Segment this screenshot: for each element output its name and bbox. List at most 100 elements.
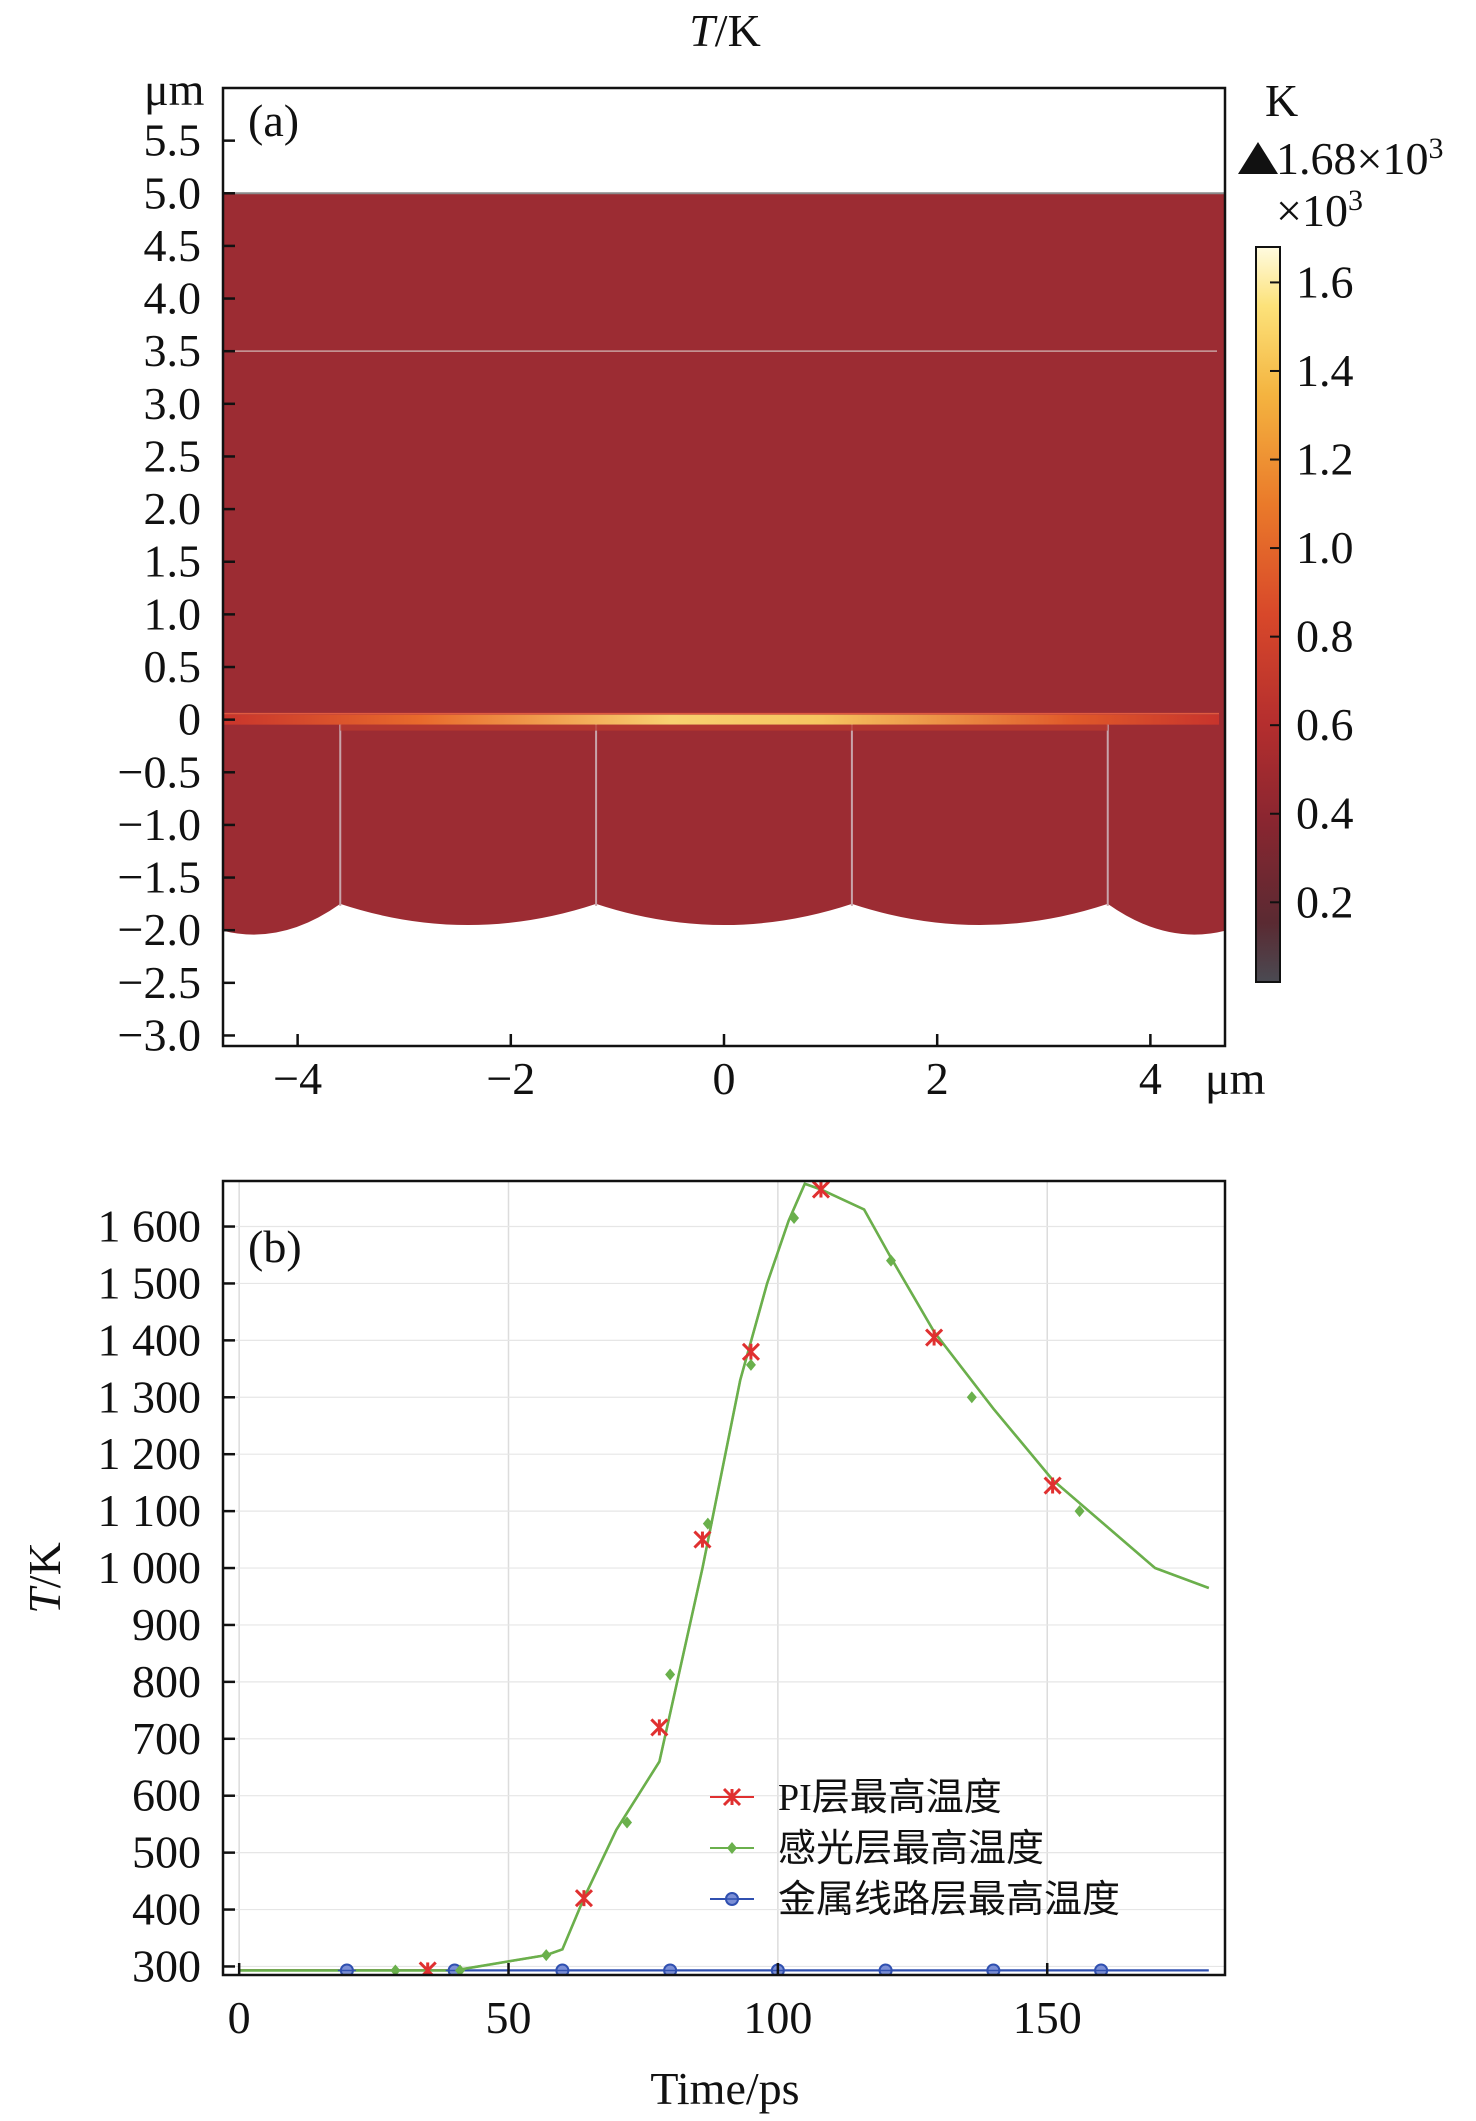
- y-tick-label: 2.0: [144, 483, 202, 534]
- colorbar-ticks: 1.6 1.4 1.2 1.0 0.8 0.6 0.4 0.2: [1270, 256, 1354, 927]
- legend-swatch-marker: [723, 1892, 741, 1906]
- panel-b-grid: [223, 1181, 1225, 1975]
- series-2-marker: [745, 1358, 756, 1371]
- colorbar-unit: K: [1265, 75, 1298, 126]
- title-unit: /K: [715, 5, 761, 56]
- series-2-marker: [1074, 1505, 1085, 1518]
- panel-b-frame: [221, 1179, 1227, 1977]
- y-tick-label: −1.5: [118, 852, 201, 903]
- series-1-marker: [811, 1181, 831, 1199]
- colorbar-tick-label: 1.2: [1296, 434, 1354, 485]
- series-2-marker: [455, 1964, 466, 1975]
- y-tick-label: 900: [132, 1599, 201, 1650]
- y-tick-label: −0.5: [118, 746, 201, 797]
- y-tick-label: −1.0: [118, 799, 201, 850]
- y-unit-label: μm: [144, 64, 205, 115]
- panel-b-x-axis: 0 50 100 150: [228, 1963, 1082, 2043]
- y-tick-label: −2.0: [118, 904, 201, 955]
- colorbar: K 1.68×103 ×103 1.6 1.4 1.2 1.0 0.8 0.6 0.4 0.2: [1238, 75, 1443, 983]
- legend-item-1: PI层最高温度: [710, 1777, 1002, 1819]
- y-tick-label: 3.5: [144, 325, 202, 376]
- series-1-marker: [650, 1718, 669, 1737]
- series-2-marker: [702, 1517, 713, 1530]
- series-2-marker: [886, 1254, 896, 1267]
- y-tick-label: 2.5: [144, 430, 202, 481]
- y-tick-label: 300: [132, 1940, 201, 1991]
- series-1-marker: [574, 1889, 593, 1908]
- legend-item-3: 金属线路层最高温度: [710, 1879, 1120, 1921]
- y-tick-label: −2.5: [118, 957, 201, 1008]
- legend-item-2: 感光层最高温度: [710, 1828, 1044, 1870]
- colorbar-scale-label: ×103: [1276, 184, 1363, 236]
- x-unit-label: μm: [1205, 1053, 1266, 1104]
- series-2-marker: [541, 1949, 552, 1962]
- panel-b-plot-area: [239, 1181, 1210, 1975]
- series-3-marker: [337, 1963, 356, 1975]
- y-axis-label: T/K: [19, 1542, 70, 1614]
- series-2-marker: [665, 1668, 676, 1681]
- y-tick-label: 5.0: [144, 167, 202, 218]
- colorbar-tick-label: 0.4: [1296, 788, 1354, 839]
- y-tick-label: 1 200: [98, 1428, 202, 1479]
- x-tick-label: −2: [486, 1053, 535, 1104]
- x-tick-label: 100: [743, 1992, 812, 2043]
- series-1-marker: [741, 1342, 760, 1361]
- series-2-marker: [966, 1391, 977, 1404]
- y-tick-label: 4.0: [144, 273, 202, 324]
- legend-swatch-marker: [722, 1787, 742, 1807]
- x-axis-label: Time/ps: [650, 2063, 799, 2114]
- colorbar-max-label: 1.68×103: [1276, 132, 1443, 184]
- y-tick-label: 1 300: [98, 1371, 202, 1422]
- domain-body: [223, 193, 1225, 935]
- series-3-marker: [984, 1963, 1003, 1975]
- y-tick-label: 5.5: [144, 115, 202, 166]
- y-tick-label: 1 500: [98, 1257, 202, 1308]
- y-tick-label: 1 400: [98, 1314, 202, 1365]
- title-variable: T: [689, 5, 718, 56]
- colorbar-tick-label: 0.8: [1296, 611, 1354, 662]
- x-tick-label: 0: [228, 1992, 251, 2043]
- series-line-2: [239, 1182, 1210, 1972]
- legend-label: PI层最高温度: [778, 1777, 1002, 1819]
- series-1-marker: [693, 1530, 712, 1549]
- series-1-marker: [418, 1961, 437, 1975]
- series-2-marker: [622, 1816, 633, 1829]
- legend-label: 感光层最高温度: [778, 1828, 1044, 1870]
- y-tick-label: 1 600: [98, 1201, 202, 1252]
- series-1-marker: [1043, 1476, 1062, 1495]
- colorbar-tick-label: 1.0: [1296, 522, 1354, 573]
- y-tick-label: 3.0: [144, 378, 202, 429]
- y-tick-label: 0.5: [144, 641, 202, 692]
- panel-a-label: (a): [248, 95, 299, 146]
- panel-a-y-axis: 5.55.04.54.03.53.02.52.01.51.00.50−0.5−1…: [118, 115, 235, 1060]
- x-tick-label: −4: [273, 1053, 322, 1104]
- y-tick-label: 600: [132, 1770, 201, 1821]
- y-tick-label: 1 000: [98, 1542, 202, 1593]
- temperature-field: [223, 192, 1225, 935]
- x-tick-label: 2: [926, 1053, 949, 1104]
- colorbar-tick-label: 1.6: [1296, 256, 1354, 307]
- colorbar-gradient: [1255, 246, 1281, 983]
- legend-swatch-marker: [727, 1842, 737, 1854]
- x-tick-label: 50: [486, 1992, 532, 2043]
- panel-a-title: T/K: [689, 5, 761, 56]
- series-2-marker: [789, 1211, 800, 1224]
- series-3-marker: [661, 1963, 680, 1975]
- y-tick-label: 4.5: [144, 220, 202, 271]
- x-tick-label: 0: [713, 1053, 736, 1104]
- colorbar-tick-label: 0.6: [1296, 699, 1354, 750]
- y-tick-label: 400: [132, 1884, 201, 1935]
- series-3-marker: [553, 1963, 572, 1975]
- x-tick-label: 150: [1013, 1992, 1082, 2043]
- y-tick-label: 500: [132, 1827, 201, 1878]
- x-tick-label: 4: [1139, 1053, 1162, 1104]
- y-tick-label: −3.0: [118, 1009, 201, 1060]
- series-3-marker: [876, 1963, 895, 1975]
- y-tick-label: 1 100: [98, 1485, 202, 1536]
- panel-a-x-axis: −4 −2 0 2 4: [273, 1034, 1162, 1104]
- y-tick-label: 1.5: [144, 536, 202, 587]
- hot-layer-glow: [340, 724, 1108, 731]
